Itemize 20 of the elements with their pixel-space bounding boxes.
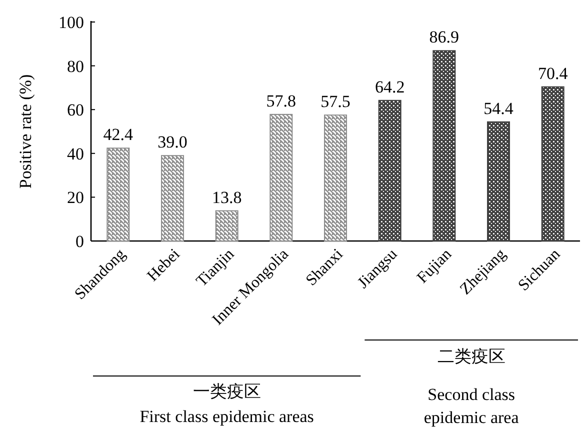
y-axis-title: Positive rate (%) — [16, 74, 35, 189]
y-tick-label: 100 — [58, 13, 84, 32]
y-tick-label: 20 — [67, 188, 84, 208]
y-tick-label: 40 — [67, 144, 84, 164]
y-tick-label: 60 — [67, 100, 84, 120]
y-tick-label: 0 — [76, 232, 84, 251]
text: 一类疫区 — [192, 382, 261, 401]
y-tick-label: 80 — [67, 56, 84, 76]
text: Second class epidemic area — [424, 385, 520, 427]
data-label: 70.4 — [538, 64, 568, 83]
data-label: 57.5 — [320, 92, 350, 112]
data-label: 13.8 — [212, 188, 242, 207]
data-label: 39.0 — [158, 132, 188, 152]
data-label: 64.2 — [374, 77, 405, 96]
data-label: 57.8 — [266, 91, 296, 110]
text: First class epidemic areas — [140, 407, 314, 426]
data-label: 54.4 — [484, 98, 514, 118]
data-label: 42.4 — [103, 125, 134, 144]
data-label: 86.9 — [429, 28, 460, 47]
text: 二类疫区 — [437, 347, 506, 366]
